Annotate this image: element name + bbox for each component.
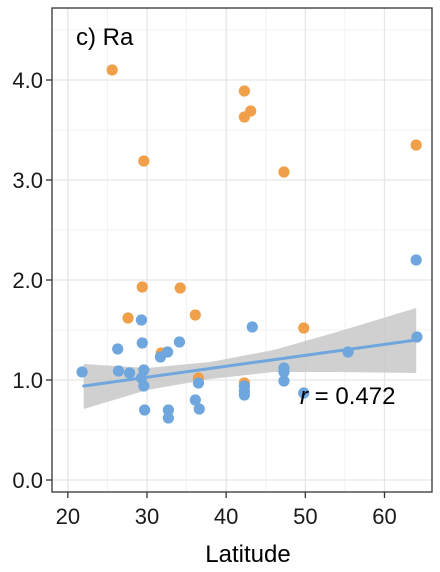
data-point: [342, 346, 354, 358]
data-point: [298, 322, 310, 334]
y-axis-ticks: 0.0 1.0 2.0 3.0 4.0: [12, 68, 52, 493]
data-point: [123, 367, 136, 379]
x-tick-label: 50: [293, 504, 317, 529]
panel-border: [51, 7, 433, 493]
data-point: [246, 321, 258, 333]
grid-minor: [52, 8, 432, 492]
data-point: [245, 105, 257, 117]
data-point: [136, 337, 148, 349]
data-point: [189, 394, 201, 406]
x-axis-ticks: 20 30 40 50 60: [56, 492, 397, 529]
data-point: [410, 254, 422, 266]
data-point: [173, 336, 186, 348]
data-point: [238, 85, 250, 97]
data-point: [278, 366, 290, 378]
x-tick-label: 40: [214, 504, 238, 529]
data-point: [162, 404, 174, 416]
x-tick-label: 60: [372, 504, 396, 529]
panel-label: c) Ra: [76, 24, 134, 51]
y-tick-label: 3.0: [12, 168, 43, 193]
data-point: [135, 314, 148, 326]
confidence-band: [83, 308, 417, 409]
data-point: [193, 403, 205, 415]
data-point: [278, 166, 290, 178]
data-point: [410, 139, 422, 151]
data-point: [238, 389, 250, 401]
data-point: [112, 365, 125, 377]
data-point: [138, 380, 150, 392]
data-point: [139, 404, 151, 416]
data-point: [411, 331, 423, 343]
data-point: [136, 281, 148, 293]
data-point: [162, 412, 174, 424]
data-point: [192, 377, 205, 389]
data-point: [112, 343, 124, 355]
data-point: [122, 312, 134, 324]
data-point: [298, 387, 310, 399]
correlation-symbol: r: [300, 383, 309, 410]
correlation-value: = 0.472: [308, 383, 395, 410]
data-point: [189, 309, 201, 321]
data-point: [106, 64, 118, 76]
y-tick-label: 2.0: [12, 268, 43, 293]
data-point: [278, 375, 290, 387]
data-point: [138, 155, 150, 167]
data-point: [76, 366, 88, 378]
x-axis-title: Latitude: [205, 541, 290, 568]
y-tick-label: 0.0: [12, 468, 43, 493]
x-tick-label: 20: [56, 504, 80, 529]
x-tick-label: 30: [135, 504, 159, 529]
data-point: [161, 346, 174, 358]
data-point: [174, 282, 186, 294]
y-tick-label: 1.0: [12, 368, 43, 393]
correlation-annotation: r = 0.472: [300, 383, 395, 410]
y-tick-label: 4.0: [12, 68, 43, 93]
points-layer: [76, 64, 423, 424]
confidence-band-layer: [83, 308, 417, 409]
